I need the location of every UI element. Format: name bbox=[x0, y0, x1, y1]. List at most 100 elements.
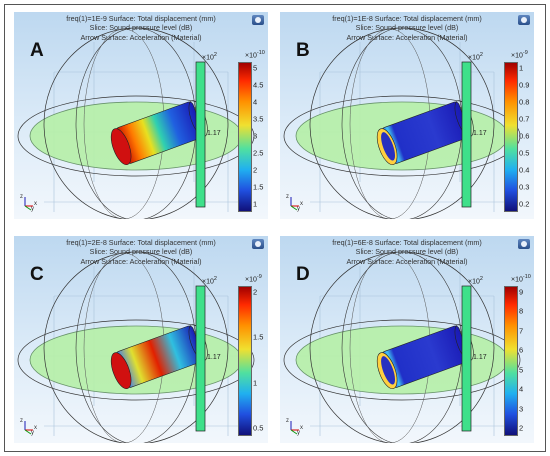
slice-plane bbox=[461, 61, 472, 208]
panel-letter: B bbox=[296, 40, 310, 61]
cylinder bbox=[376, 100, 474, 166]
colorbar-ticks: 9 8 7 6 5 4 3 2 bbox=[519, 286, 534, 434]
colorbar-tick-label: 2 bbox=[519, 423, 524, 433]
colorbar-multiplier-base: ×10 bbox=[245, 276, 257, 284]
panel-letter: D bbox=[296, 264, 310, 285]
colorbar-tick-label: 8 bbox=[519, 306, 524, 316]
title-line: Arrow Surface: Acceleration (Material) bbox=[346, 32, 468, 42]
axis-x-label: x bbox=[300, 201, 303, 207]
panel-letter: A bbox=[30, 40, 44, 61]
scene-3d bbox=[17, 251, 255, 443]
cylinder-end-face bbox=[110, 352, 132, 390]
colorbar-tick-label: 0.3 bbox=[519, 182, 530, 192]
colorbar-tick-label: 5 bbox=[519, 365, 524, 375]
slice-multiplier-base: ×10 bbox=[202, 278, 214, 286]
colorbar-tick-label: 7 bbox=[519, 326, 524, 336]
panel-letter: C bbox=[30, 264, 44, 285]
axis-x-label: x bbox=[34, 425, 37, 431]
panel-c: freq(1)=2E-8 Surface: Total displacement… bbox=[14, 236, 268, 443]
title-line: Arrow Surface: Acceleration (Material) bbox=[80, 256, 202, 266]
axis-y-label: y bbox=[31, 206, 34, 212]
colorbar-multiplier: ×10-10 bbox=[511, 274, 531, 283]
colorbar-tick-label: 0.5 bbox=[253, 423, 264, 433]
colorbar-multiplier-exponent: -9 bbox=[522, 50, 528, 56]
colorbar bbox=[238, 286, 252, 436]
scene-3d bbox=[17, 27, 255, 219]
axis-z-label: z bbox=[20, 418, 23, 424]
colorbar-tick-label: 0.7 bbox=[519, 114, 530, 124]
scene-3d bbox=[283, 27, 521, 219]
title-line: freq(1)=2E-8 Surface: Total displacement… bbox=[66, 238, 216, 247]
colorbar-multiplier-exponent: -10 bbox=[522, 274, 531, 280]
colorbar bbox=[504, 286, 518, 436]
colorbar-tick-label: 1 bbox=[519, 63, 524, 73]
axis-y-label: y bbox=[31, 430, 34, 436]
colorbar-multiplier-base: ×10 bbox=[511, 276, 523, 284]
slice-plane bbox=[461, 285, 472, 432]
colorbar bbox=[504, 62, 518, 212]
panel-d: freq(1)=6E-8 Surface: Total displacement… bbox=[280, 236, 534, 443]
slice-plane bbox=[195, 285, 206, 432]
colorbar-tick-label: 0.9 bbox=[519, 80, 530, 90]
colorbar-tick-label: 4 bbox=[253, 97, 258, 107]
slice-multiplier: ×102 bbox=[202, 52, 217, 61]
title-line: freq(1)=1E-9 Surface: Total displacement… bbox=[66, 14, 216, 23]
slice-multiplier-exponent: 2 bbox=[479, 52, 483, 58]
colorbar-ticks: 1 0.9 0.8 0.7 0.6 0.5 0.4 0.3 0.2 bbox=[519, 62, 534, 210]
colorbar-tick-label: 3 bbox=[253, 131, 258, 141]
colorbar-tick-label: 1 bbox=[253, 378, 258, 388]
title-line: freq(1)=1E-8 Surface: Total displacement… bbox=[332, 14, 482, 23]
colorbar-tick-label: 1.5 bbox=[253, 332, 264, 342]
colorbar-ticks: 2 1.5 1 0.5 bbox=[253, 286, 268, 434]
colorbar-tick-label: 2 bbox=[253, 287, 258, 297]
colorbar-tick-label: 6 bbox=[519, 345, 524, 355]
slice-multiplier-base: ×10 bbox=[202, 54, 214, 62]
colorbar-tick-label: 3 bbox=[519, 404, 524, 414]
colorbar-tick-label: 1 bbox=[253, 199, 258, 209]
outer-ring bbox=[17, 319, 255, 401]
colorbar-tick-label: 0.5 bbox=[519, 148, 530, 158]
colorbar-multiplier: ×10-9 bbox=[511, 50, 528, 59]
slice-multiplier: ×102 bbox=[202, 276, 217, 285]
colorbar-tick-label: 4 bbox=[519, 384, 524, 394]
outer-ring bbox=[283, 95, 521, 177]
axis-x-label: x bbox=[34, 201, 37, 207]
colorbar-multiplier-base: ×10 bbox=[511, 52, 523, 60]
colorbar-tick-label: 0.4 bbox=[519, 165, 530, 175]
logo-icon bbox=[518, 15, 530, 25]
colorbar-tick-label: 5 bbox=[253, 63, 258, 73]
slice-value: 1.17 bbox=[473, 354, 487, 361]
cylinder-end-face bbox=[110, 128, 132, 166]
slice-value: 1.17 bbox=[473, 130, 487, 137]
slice-multiplier-exponent: 2 bbox=[213, 52, 217, 58]
colorbar-tick-label: 4.5 bbox=[253, 80, 264, 90]
logo-icon bbox=[252, 239, 264, 249]
slice-value: 1.17 bbox=[207, 130, 221, 137]
colorbar-tick-label: 0.2 bbox=[519, 199, 530, 209]
colorbar-tick-label: 2 bbox=[253, 165, 258, 175]
slice-multiplier-exponent: 2 bbox=[213, 276, 217, 282]
title-line: Arrow Surface: Acceleration (Material) bbox=[346, 256, 468, 266]
logo-icon bbox=[252, 15, 264, 25]
outer-ring bbox=[17, 95, 255, 177]
colorbar-ticks: 5 4.5 4 3.5 3 2.5 2 1.5 1 bbox=[253, 62, 268, 210]
colorbar-multiplier-exponent: -9 bbox=[256, 274, 262, 280]
colorbar-tick-label: 9 bbox=[519, 287, 524, 297]
panel-b: freq(1)=1E-8 Surface: Total displacement… bbox=[280, 12, 534, 219]
axis-y-label: y bbox=[297, 430, 300, 436]
slice-multiplier-base: ×10 bbox=[468, 54, 480, 62]
slice-plane bbox=[195, 61, 206, 208]
title-line: freq(1)=6E-8 Surface: Total displacement… bbox=[332, 238, 482, 247]
colorbar-tick-label: 2.5 bbox=[253, 148, 264, 158]
colorbar bbox=[238, 62, 252, 212]
slice-multiplier: ×102 bbox=[468, 276, 483, 285]
axis-y-label: y bbox=[297, 206, 300, 212]
colorbar-multiplier: ×10-9 bbox=[245, 274, 262, 283]
colorbar-multiplier-base: ×10 bbox=[245, 52, 257, 60]
colorbar-multiplier-exponent: -10 bbox=[256, 50, 265, 56]
colorbar-tick-label: 1.5 bbox=[253, 182, 264, 192]
